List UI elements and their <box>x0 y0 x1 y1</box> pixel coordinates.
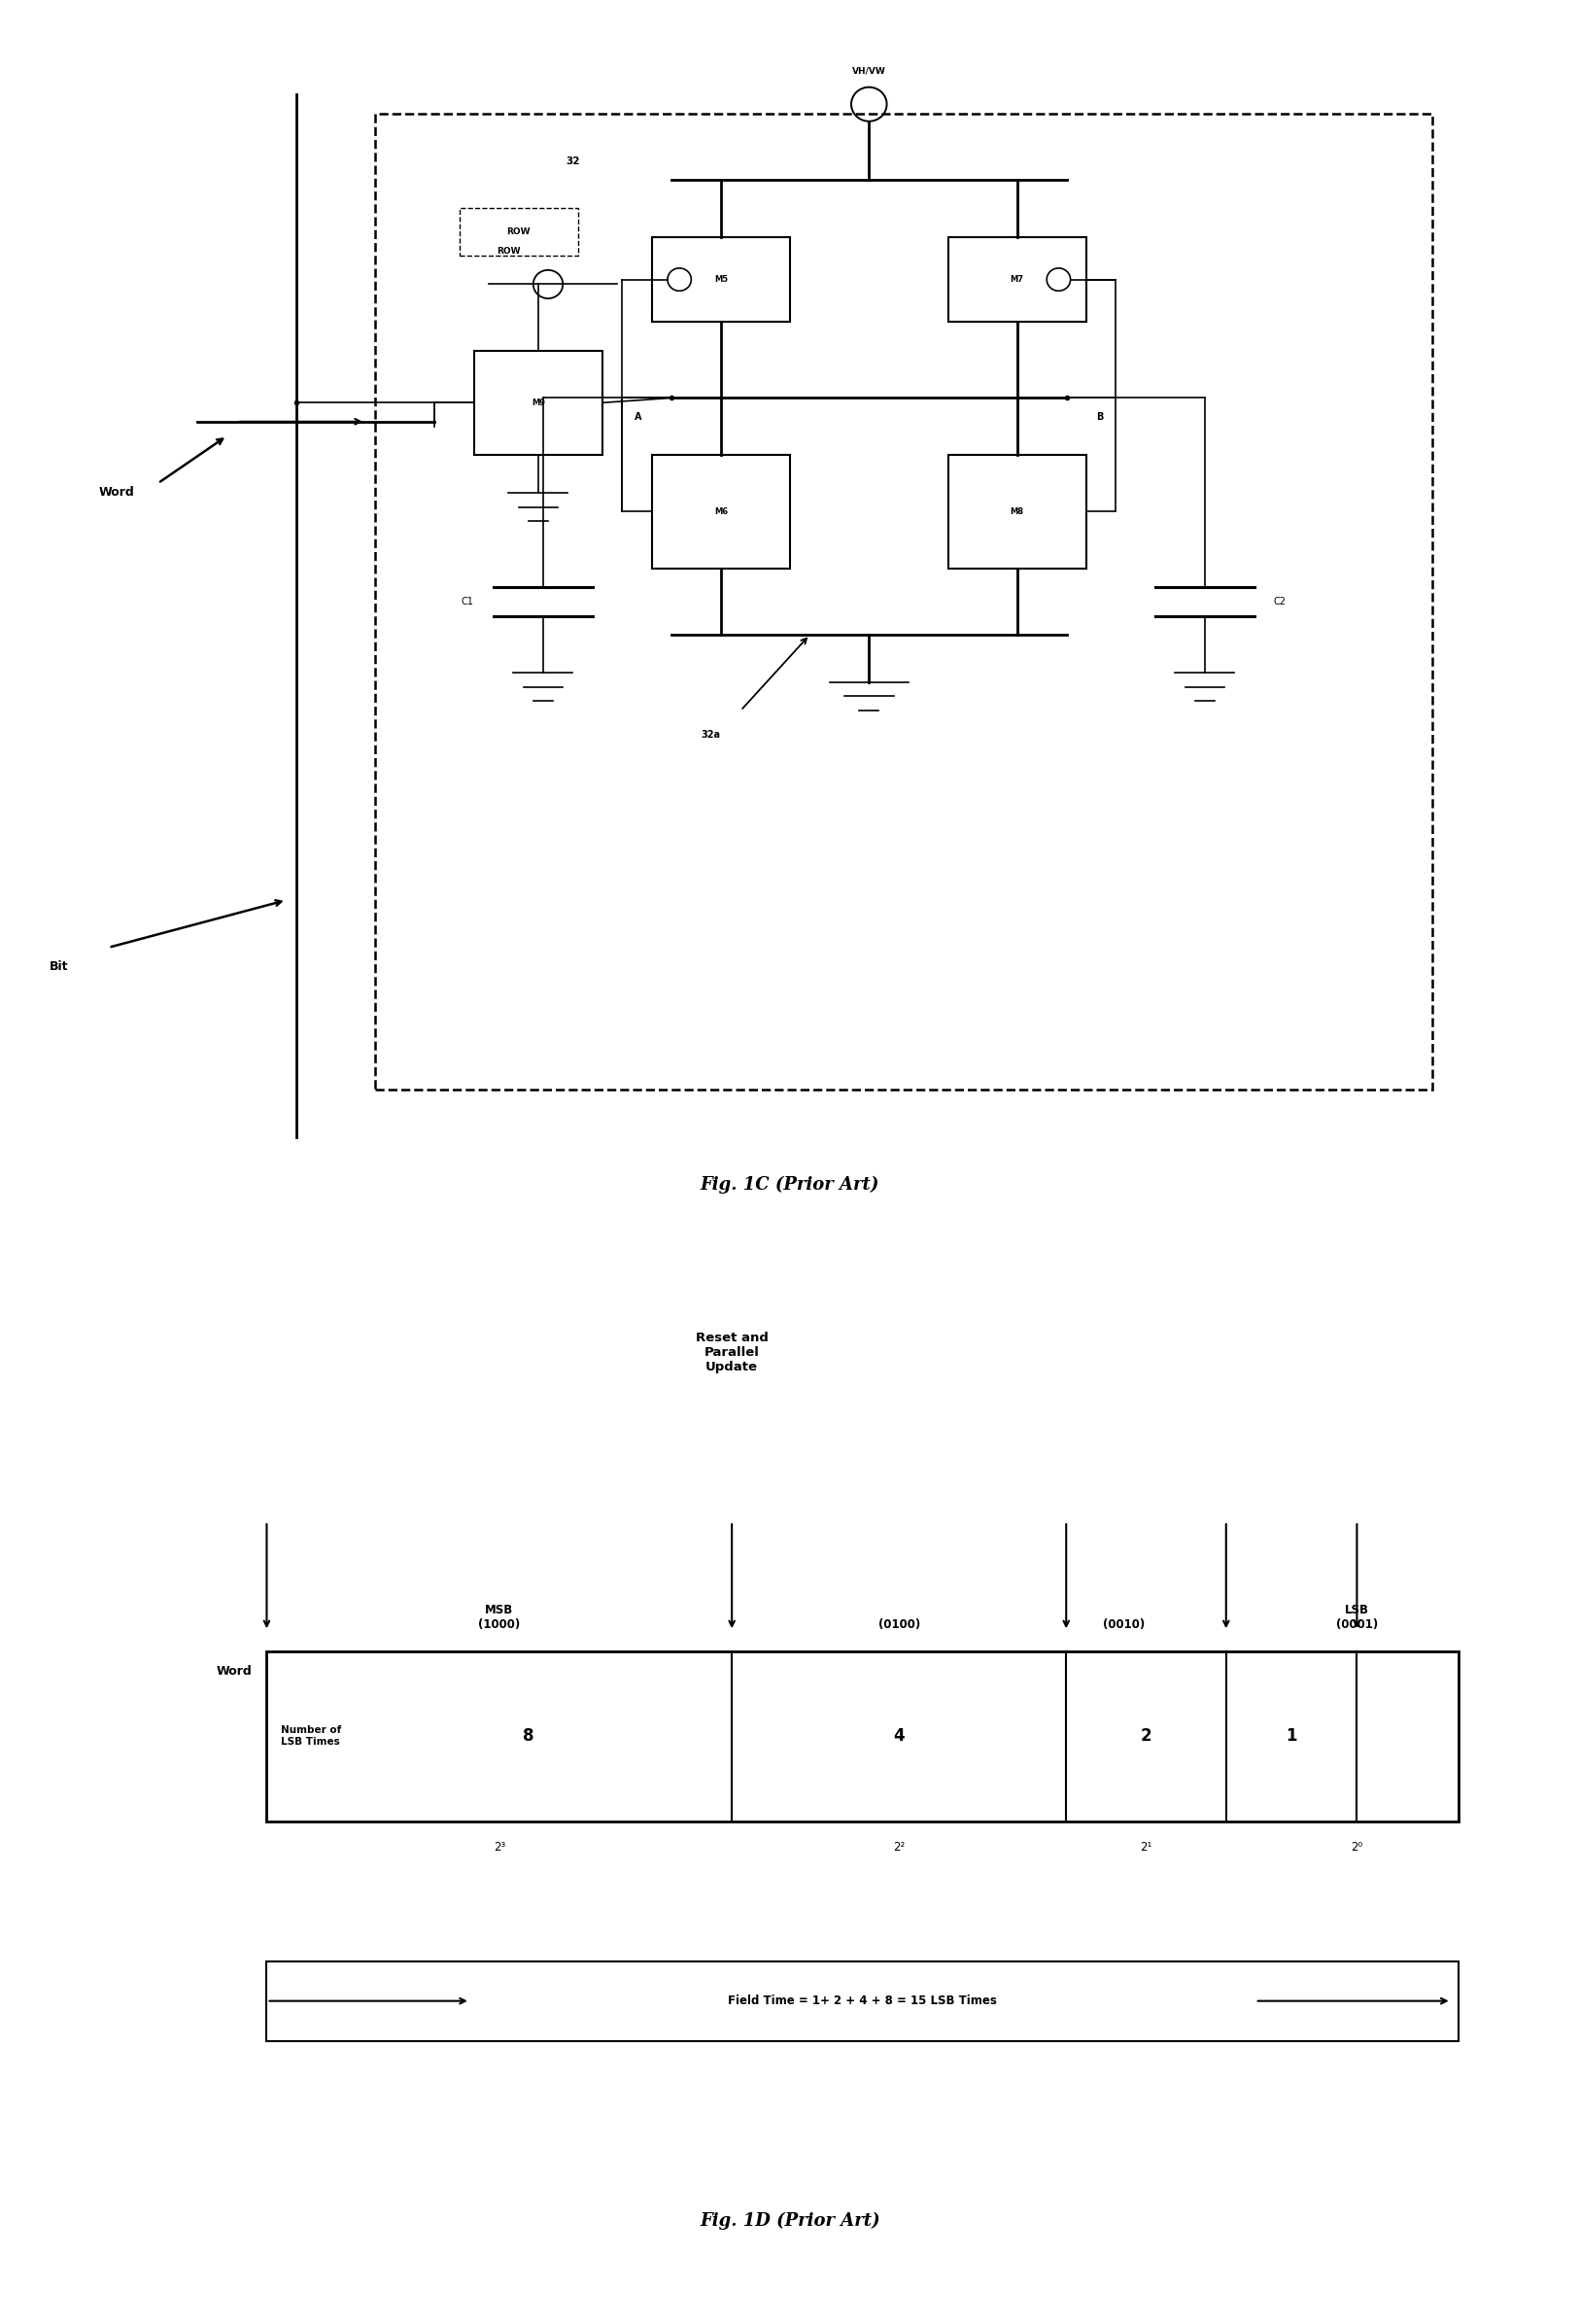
Text: A: A <box>635 411 641 421</box>
Bar <box>460 209 578 256</box>
Text: 1: 1 <box>1286 1727 1297 1745</box>
Text: LSB
(0001): LSB (0001) <box>1337 1604 1378 1631</box>
Text: M5: M5 <box>714 274 728 284</box>
Text: C2: C2 <box>1273 597 1286 607</box>
Bar <box>653 237 790 323</box>
Text: 4: 4 <box>893 1727 905 1745</box>
Text: 2⁰: 2⁰ <box>1351 1841 1364 1855</box>
Text: Reset and
Parallel
Update: Reset and Parallel Update <box>695 1332 768 1373</box>
Bar <box>376 114 1431 1090</box>
Text: Fig. 1D (Prior Art): Fig. 1D (Prior Art) <box>700 2212 880 2229</box>
Text: (0010): (0010) <box>1103 1618 1146 1631</box>
Text: 2³: 2³ <box>493 1841 506 1855</box>
Text: ROW: ROW <box>507 228 531 237</box>
Text: 2²: 2² <box>893 1841 905 1855</box>
Text: C1: C1 <box>461 597 474 607</box>
Bar <box>653 456 790 569</box>
Text: M8: M8 <box>1010 507 1024 516</box>
Text: 8: 8 <box>523 1727 534 1745</box>
Text: M6: M6 <box>714 507 728 516</box>
Bar <box>948 237 1087 323</box>
Text: Number of
LSB Times: Number of LSB Times <box>281 1727 341 1748</box>
Bar <box>474 351 602 456</box>
Text: Word: Word <box>216 1664 253 1678</box>
Text: 32a: 32a <box>702 730 720 739</box>
Text: VH/VW: VH/VW <box>852 67 886 77</box>
Text: Fig. 1C (Prior Art): Fig. 1C (Prior Art) <box>700 1176 880 1192</box>
Text: Field Time = 1+ 2 + 4 + 8 = 15 LSB Times: Field Time = 1+ 2 + 4 + 8 = 15 LSB Times <box>728 1994 997 2008</box>
Text: B: B <box>1097 411 1103 421</box>
Text: MSB
(1000): MSB (1000) <box>479 1604 520 1631</box>
Bar <box>267 1961 1458 2040</box>
Text: M7: M7 <box>1010 274 1024 284</box>
Text: Bit: Bit <box>49 960 68 974</box>
Bar <box>267 1650 1458 1822</box>
Bar <box>948 456 1087 569</box>
Text: M9: M9 <box>531 397 545 407</box>
Text: ROW: ROW <box>496 246 520 256</box>
Text: 2¹: 2¹ <box>1141 1841 1152 1855</box>
Text: (0100): (0100) <box>878 1618 920 1631</box>
Text: 2: 2 <box>1141 1727 1152 1745</box>
Text: Word: Word <box>98 486 134 500</box>
Text: 32: 32 <box>566 156 580 165</box>
